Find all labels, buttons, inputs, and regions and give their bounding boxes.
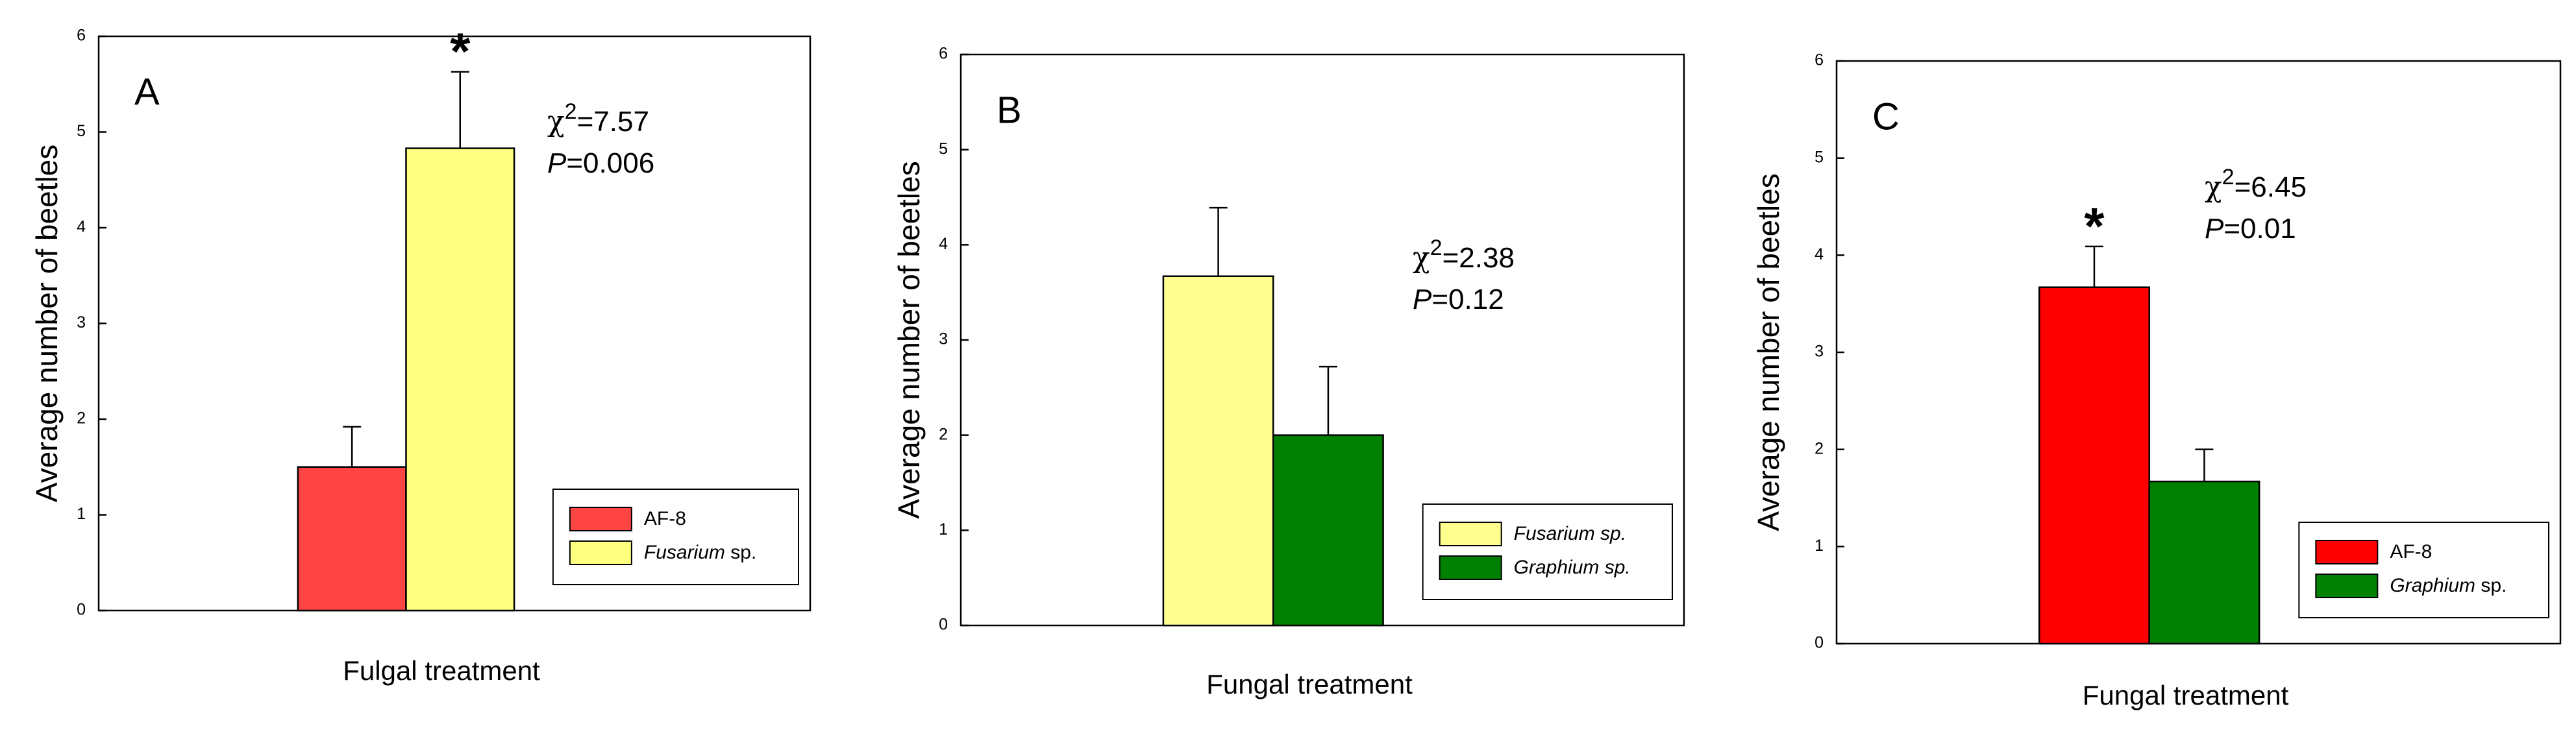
y-tick-label: 0 <box>77 601 86 619</box>
bar <box>405 147 515 612</box>
legend-swatch <box>2315 540 2379 564</box>
panel-label: B <box>997 89 1022 131</box>
statistic: χ2=2.38 <box>1413 236 1515 274</box>
y-tick-label: 5 <box>939 139 948 158</box>
stat-symbol: P <box>1413 284 1432 315</box>
y-tick-label: 2 <box>77 409 86 428</box>
bar <box>1162 275 1274 627</box>
y-tick-label: 5 <box>77 122 86 140</box>
bar <box>297 466 407 612</box>
y-tick-label: 0 <box>939 616 948 634</box>
legend-label: AF-8 <box>2390 541 2432 563</box>
legend-label: AF-8 <box>644 508 686 529</box>
stat-value: =7.57 <box>577 106 649 138</box>
legend-swatch <box>569 507 632 531</box>
y-tick-label: 4 <box>77 218 86 236</box>
legend-frame <box>1422 503 1673 600</box>
legend-frame <box>552 489 799 585</box>
legend-swatch <box>1439 555 1502 580</box>
stat-value: =0.006 <box>566 147 654 179</box>
y-axis-label: Average number of beetles <box>892 161 926 519</box>
y-tick-label: 1 <box>939 520 948 539</box>
bar <box>2038 286 2150 645</box>
y-tick-label: 6 <box>77 27 86 45</box>
stat-symbol: χ <box>1413 241 1430 274</box>
significance-marker: * <box>2084 197 2105 255</box>
legend-swatch <box>1439 522 1502 546</box>
y-tick-label: 5 <box>1814 148 1824 166</box>
bar <box>2148 480 2260 645</box>
x-axis-label: Fungal treatment <box>1206 669 1413 699</box>
statistic: P=0.01 <box>2205 213 2296 245</box>
statistic: P=0.006 <box>547 147 654 179</box>
panel-label: C <box>1872 95 1900 138</box>
stat-symbol: χ <box>547 105 565 138</box>
stat-symbol: P <box>2205 213 2224 245</box>
stat-value: =6.45 <box>2235 171 2307 203</box>
panel-label: A <box>134 71 160 113</box>
stat-value: =0.12 <box>1431 284 1504 315</box>
y-tick-label: 4 <box>939 235 948 253</box>
legend-swatch <box>2315 574 2379 598</box>
bar <box>1272 434 1384 627</box>
y-tick-label: 6 <box>939 45 948 63</box>
statistic: χ2=7.57 <box>547 99 649 138</box>
stat-superscript: 2 <box>565 99 577 124</box>
statistic: P=0.12 <box>1413 284 1504 315</box>
stat-superscript: 2 <box>1430 236 1443 260</box>
legend-label: Fusarium sp. <box>644 542 756 563</box>
y-tick-label: 0 <box>1814 634 1824 652</box>
y-axis-label: Average number of beetles <box>30 145 64 503</box>
y-tick-label: 3 <box>939 330 948 348</box>
legend-label: Graphium sp. <box>1514 557 1631 578</box>
stat-value: =2.38 <box>1443 242 1515 274</box>
y-tick-label: 2 <box>939 425 948 443</box>
legend-label: Fusarium sp. <box>1514 523 1626 544</box>
stat-value: =0.01 <box>2223 213 2296 245</box>
stat-symbol: χ <box>2205 171 2222 204</box>
y-tick-label: 6 <box>1814 51 1824 69</box>
y-tick-label: 3 <box>77 313 86 332</box>
legend-frame <box>2298 522 2549 618</box>
y-tick-label: 3 <box>1814 343 1824 361</box>
y-tick-label: 1 <box>77 505 86 523</box>
y-tick-label: 2 <box>1814 439 1824 457</box>
y-axis-label: Average number of beetles <box>1752 173 1785 531</box>
stat-superscript: 2 <box>2222 165 2235 189</box>
legend-swatch <box>569 540 632 565</box>
x-axis-label: Fungal treatment <box>2083 680 2289 710</box>
y-tick-label: 1 <box>1814 537 1824 555</box>
y-tick-label: 4 <box>1814 245 1824 263</box>
legend-label: Graphium sp. <box>2390 575 2507 596</box>
stat-symbol: P <box>547 147 567 179</box>
statistic: χ2=6.45 <box>2205 165 2307 204</box>
x-axis-label: Fulgal treatment <box>343 655 540 686</box>
significance-marker: * <box>450 23 471 80</box>
